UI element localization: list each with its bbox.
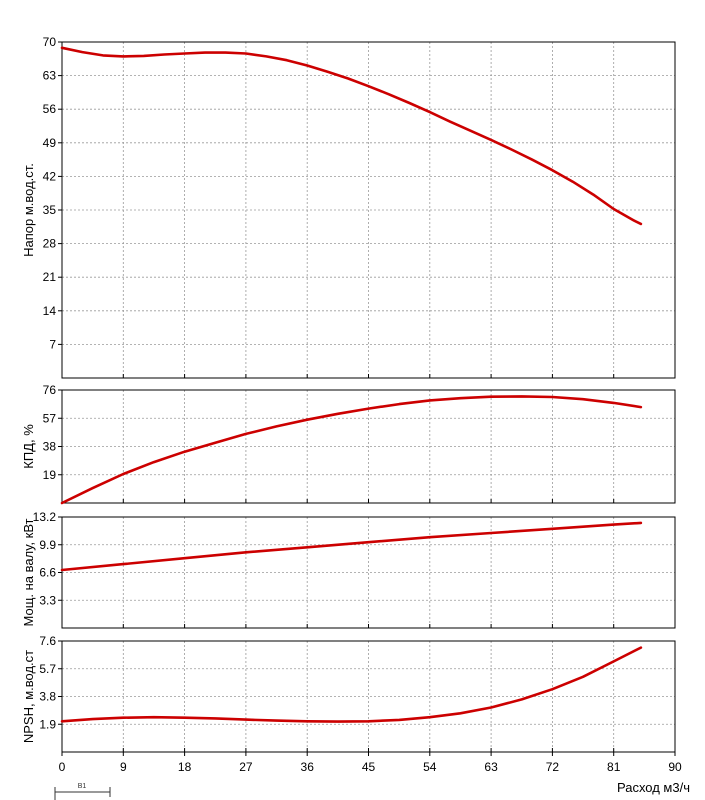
head-y-tick-label: 70	[43, 35, 57, 49]
power-y-tick-label: 3.3	[39, 593, 56, 607]
efficiency-y-axis-label: КПД, %	[21, 424, 36, 469]
npsh-y-tick-label: 3.8	[39, 690, 56, 704]
head-panel: 7 14 21 28 35 42 49 56 63 70 Напор м.вод.ст.	[21, 35, 676, 379]
x-axis: 0 9 18 27 36 45 54 63 72 81 90 Расход м3/ч	[59, 752, 690, 795]
x-tick-label: 72	[546, 760, 560, 774]
x-tick-label: 9	[120, 760, 127, 774]
efficiency-y-tick-label: 76	[43, 383, 57, 397]
efficiency-y-tick-label: 19	[43, 468, 57, 482]
npsh-curve	[60, 646, 643, 723]
power-curve	[60, 521, 643, 572]
head-plot-frame	[61, 41, 676, 379]
head-y-tick-label: 14	[43, 304, 57, 318]
head-y-tick-label: 21	[43, 270, 57, 284]
x-tick-label: 18	[178, 760, 192, 774]
x-tick-label: 36	[301, 760, 315, 774]
b1-marker: B1	[54, 783, 111, 800]
x-tick-label: 90	[668, 760, 682, 774]
b1-marker-label: B1	[78, 783, 87, 790]
head-y-tick-label: 42	[43, 169, 57, 183]
head-y-tick-label: 56	[43, 102, 57, 116]
npsh-y-axis-label: NPSH, м.вод.ст	[21, 650, 36, 743]
power-y-tick-label: 6.6	[39, 566, 56, 580]
head-y-tick-label: 7	[49, 337, 56, 351]
efficiency-y-tick-label: 38	[43, 440, 57, 454]
npsh-y-tick-label: 5.7	[39, 662, 56, 676]
head-y-tick-label: 49	[43, 136, 57, 150]
x-tick-label: 54	[423, 760, 437, 774]
head-curve	[60, 46, 643, 226]
x-tick-label: 45	[362, 760, 376, 774]
efficiency-y-tick-label: 57	[43, 411, 57, 425]
power-y-tick-label: 13.2	[33, 510, 57, 524]
npsh-y-tick-label: 1.9	[39, 717, 56, 731]
power-plot-frame	[61, 516, 676, 629]
npsh-y-tick-label: 7.6	[39, 634, 56, 648]
head-y-tick-label: 35	[43, 203, 57, 217]
head-y-tick-label: 28	[43, 237, 57, 251]
x-tick-label: 0	[59, 760, 66, 774]
efficiency-curve	[60, 395, 643, 505]
x-tick-label: 63	[484, 760, 498, 774]
x-axis-label: Расход м3/ч	[617, 780, 690, 795]
x-tick-label: 27	[239, 760, 253, 774]
power-y-axis-label: Мощ. на валу, кВт	[21, 518, 36, 626]
head-y-tick-label: 63	[43, 69, 57, 83]
efficiency-panel: 19 38 57 76 КПД, %	[21, 383, 676, 505]
x-tick-label: 81	[607, 760, 621, 774]
efficiency-plot-frame	[61, 389, 676, 504]
power-y-tick-label: 9.9	[39, 538, 56, 552]
head-y-axis-label: Напор м.вод.ст.	[21, 163, 36, 257]
